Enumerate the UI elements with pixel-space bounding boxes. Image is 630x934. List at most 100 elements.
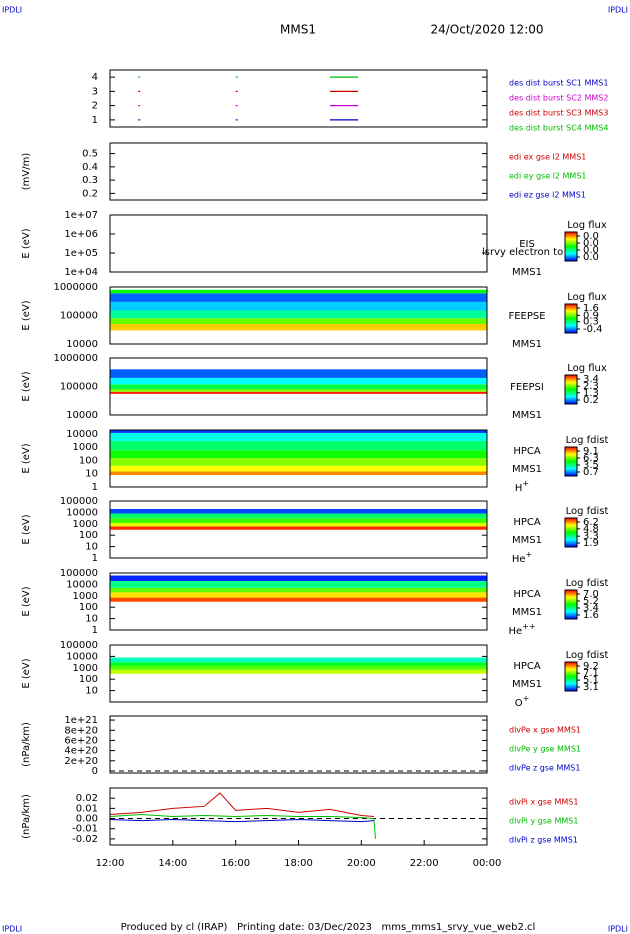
y-tick-label: 10000 — [66, 339, 98, 350]
y-tick-label: -0.01 — [72, 824, 98, 835]
species: H — [515, 483, 523, 494]
spectrogram-cell — [110, 450, 487, 459]
colorbar-tick-label: 0.0 — [583, 245, 599, 256]
y-tick-label: 10 — [85, 614, 98, 625]
colorbar — [564, 374, 578, 405]
panel-frame — [109, 69, 488, 128]
y-tick-label: 1 — [92, 625, 98, 636]
spectrogram-cell — [110, 526, 487, 530]
colorbar-title: Log fdist — [566, 650, 609, 661]
legend-label: des dist burst SC4 MMS4 — [509, 124, 608, 133]
y-tick-label: 1e+05 — [64, 248, 98, 259]
spectrogram-cell — [110, 580, 487, 588]
legend-label: des dist burst SC2 MMS2 — [509, 94, 608, 103]
species-label: H+ — [515, 479, 529, 495]
y-tick-label: 0.02 — [76, 793, 98, 804]
panel-frame — [109, 142, 488, 201]
colorbar-tick-label: 3.4 — [583, 374, 599, 385]
colorbar-tick-label: 0.7 — [583, 467, 599, 478]
corner-label: IPDLI — [2, 925, 22, 934]
colorbar-title: Log fdist — [566, 506, 609, 517]
footer: Produced by cl (IRAP) Printing date: 03/… — [121, 922, 536, 933]
y-axis-label: E (eV) — [21, 443, 32, 473]
instrument-label: FEEPSE — [508, 311, 545, 322]
legend-label: edi ez gse l2 MMS1 — [509, 191, 586, 200]
spectrogram-cell — [110, 518, 487, 523]
y-tick-label: 10 — [85, 469, 98, 480]
data-line — [109, 819, 374, 823]
spectrogram-cell — [110, 318, 487, 325]
y-tick-label: 10 — [85, 542, 98, 553]
x-tick-label: 22:00 — [410, 858, 439, 869]
charge: + — [525, 550, 532, 559]
colorbar-title: Log flux — [567, 292, 607, 303]
y-tick-label: 10000 — [66, 429, 98, 440]
y-tick-label: 10 — [85, 686, 98, 697]
spectrogram-cell — [110, 293, 487, 302]
y-tick-label: 3 — [92, 86, 98, 97]
spectrogram-cell — [110, 575, 487, 581]
instrument-label: HPCA — [513, 589, 541, 600]
y-tick-label: 100 — [79, 530, 98, 541]
colorbar-tick-label: 9.1 — [583, 446, 599, 457]
legend-label: des dist burst SC3 MMS3 — [509, 109, 608, 118]
spectrogram-cell — [110, 597, 487, 602]
panel-frame — [109, 644, 488, 703]
spectrogram-cell — [110, 458, 487, 466]
y-axis-label: E (eV) — [21, 371, 32, 401]
y-tick-label: 100000 — [60, 311, 98, 322]
colorbar-tick-label: 0.9 — [583, 310, 599, 321]
y-tick-label: 1e+06 — [64, 229, 98, 240]
colorbar — [564, 231, 578, 262]
legend-label: dlvPe y gse MMS1 — [509, 745, 581, 754]
spectrogram-cell — [110, 430, 487, 433]
y-axis-label: E (eV) — [21, 586, 32, 616]
colorbar-tick-label: 0.3 — [583, 317, 599, 328]
y-tick-label: 1000000 — [53, 353, 98, 364]
y-tick-label: 1 — [92, 115, 98, 126]
charge: ++ — [522, 622, 535, 631]
species: O — [515, 698, 523, 709]
panel-frame — [109, 214, 488, 273]
corner-label: IPDLI — [608, 925, 628, 934]
panel-frame — [109, 500, 488, 559]
y-tick-label: 1000000 — [53, 282, 98, 293]
y-tick-label: 0.5 — [82, 149, 98, 160]
y-tick-label: 0.4 — [82, 162, 98, 173]
y-tick-label: 2 — [92, 101, 98, 112]
colorbar-tick-label: 1.6 — [583, 610, 599, 621]
spectrogram-cell — [110, 669, 487, 674]
colorbar-tick-label: 3.3 — [583, 531, 599, 542]
colorbar — [564, 517, 578, 548]
spectrogram-cell — [110, 465, 487, 472]
y-axis-label: (nPa/km) — [21, 794, 32, 839]
y-tick-label: 100 — [79, 602, 98, 613]
colorbar-tick-label: 0.0 — [583, 231, 599, 242]
chart-title: MMS1 — [280, 23, 316, 37]
y-tick-label: 1e+04 — [64, 267, 98, 278]
panel-frame — [109, 572, 488, 631]
charge: + — [522, 479, 529, 488]
panel-frame — [109, 286, 488, 345]
y-tick-label: 0.2 — [82, 188, 98, 199]
y-tick-label: 100000 — [60, 640, 98, 651]
y-tick-label: 10000 — [66, 410, 98, 421]
colorbar-title: Log flux — [567, 220, 607, 231]
colorbar-tick-label: 3.4 — [583, 603, 599, 614]
legend-label: dlvPe z gse MMS1 — [509, 764, 580, 773]
colorbar — [564, 589, 578, 620]
x-tick-label: 14:00 — [158, 858, 187, 869]
y-tick-label: 100000 — [60, 568, 98, 579]
panel-frame — [109, 357, 488, 416]
y-axis-label: (mV/m) — [21, 153, 32, 191]
colorbar — [564, 661, 578, 692]
y-tick-label: 1000 — [73, 519, 98, 530]
instrument-label: MMS1 — [512, 464, 542, 475]
spectrogram-cell — [110, 471, 487, 476]
y-tick-label: 8e+20 — [64, 725, 98, 736]
colorbar-title: Log fdist — [566, 578, 609, 589]
spectrogram-cell — [110, 587, 487, 593]
corner-label: IPDLI — [2, 6, 22, 15]
colorbar-tick-label: 1.3 — [583, 388, 599, 399]
